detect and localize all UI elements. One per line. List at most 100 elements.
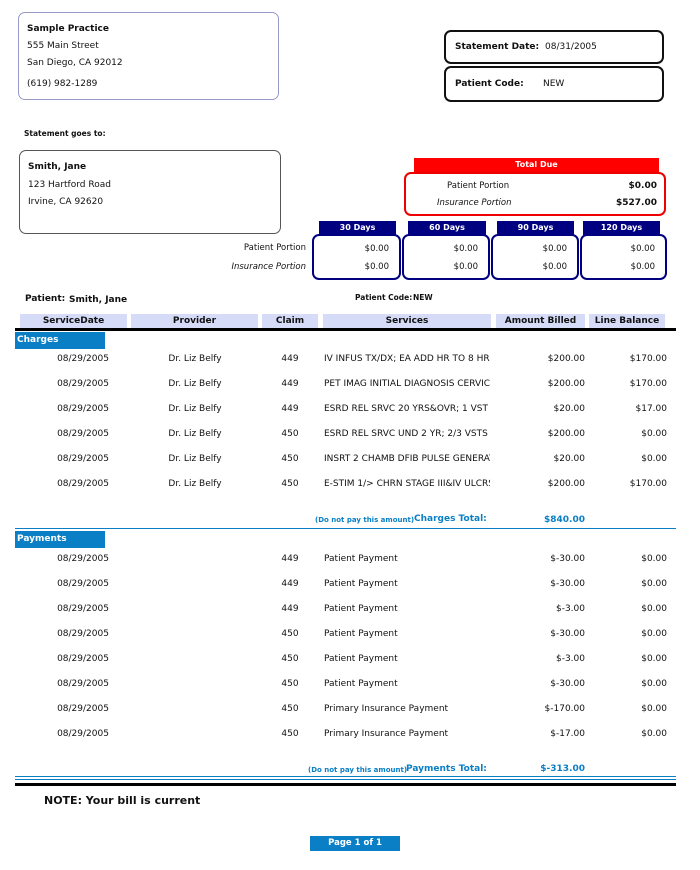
col-header-services: Services xyxy=(323,314,491,328)
charges-section-label: Charges xyxy=(15,332,105,349)
provider: Dr. Liz Belfy xyxy=(168,479,222,489)
line-balance: $170.00 xyxy=(629,479,667,489)
claim: 450 xyxy=(281,654,299,664)
col-header-amount-billed: Amount Billed xyxy=(496,314,585,328)
aging-30-insurance: $0.00 xyxy=(364,262,389,272)
line-balance: $0.00 xyxy=(641,679,667,689)
page-indicator: Page 1 of 1 xyxy=(310,836,400,851)
col-header-service-date: ServiceDate xyxy=(20,314,127,328)
claim: 450 xyxy=(281,479,299,489)
aging-insurance-label: Insurance Portion xyxy=(231,262,306,272)
service: Patient Payment xyxy=(324,679,398,689)
amount-billed: $200.00 xyxy=(547,479,585,489)
payments-section-label: Payments xyxy=(15,531,105,548)
amount-billed: $200.00 xyxy=(547,429,585,439)
table-row: 08/29/2005 Dr. Liz Belfy 449 PET IMAG INITI… xyxy=(0,379,700,393)
statement-date-label: Statement Date: xyxy=(455,42,540,52)
provider: Dr. Liz Belfy xyxy=(168,454,222,464)
provider: Dr. Liz Belfy xyxy=(168,429,222,439)
claim: 450 xyxy=(281,704,299,714)
total-insurance-amount: $527.00 xyxy=(616,198,657,208)
service-date: 08/29/2005 xyxy=(57,704,109,714)
service-date: 08/29/2005 xyxy=(57,629,109,639)
service: IV INFUS TX/DX; EA ADD HR TO 8 HR xyxy=(324,354,490,364)
line-balance: $170.00 xyxy=(629,354,667,364)
table-row: 08/29/2005 450 Patient Payment $-3.00 $0.00 xyxy=(0,654,700,668)
line-balance: $17.00 xyxy=(635,404,668,414)
amount-billed: $-3.00 xyxy=(555,654,585,664)
service: ESRD REL SRVC UND 2 YR; 2/3 VSTS M xyxy=(324,429,490,439)
service-date: 08/29/2005 xyxy=(57,729,109,739)
table-row: 08/29/2005 Dr. Liz Belfy 449 ESRD REL SRVC … xyxy=(0,404,700,418)
service: Primary Insurance Payment xyxy=(324,704,449,714)
payments-total: $-313.00 xyxy=(540,764,585,774)
service-date: 08/29/2005 xyxy=(57,479,109,489)
line-balance: $0.00 xyxy=(641,454,667,464)
amount-billed: $200.00 xyxy=(547,354,585,364)
table-row: 08/29/2005 449 Patient Payment $-30.00 $0.00 xyxy=(0,579,700,593)
amount-billed: $-3.00 xyxy=(555,604,585,614)
claim: 449 xyxy=(281,404,299,414)
line-balance: $0.00 xyxy=(641,729,667,739)
table-row: 08/29/2005 449 Patient Payment $-3.00 $0.00 xyxy=(0,604,700,618)
claim: 450 xyxy=(281,629,299,639)
practice-street: 555 Main Street xyxy=(27,41,99,51)
practice-city: San Diego, CA 92012 xyxy=(27,58,123,68)
service: Patient Payment xyxy=(324,629,398,639)
aging-patient-label: Patient Portion xyxy=(243,243,306,253)
table-row: 08/29/2005 450 Primary Insurance Payment $-… xyxy=(0,729,700,743)
claim: 450 xyxy=(281,729,299,739)
patient-name: Smith, Jane xyxy=(69,295,128,305)
aging-30-header: 30 Days xyxy=(319,221,396,235)
aging-90-insurance: $0.00 xyxy=(542,262,567,272)
col-header-line-balance: Line Balance xyxy=(589,314,665,328)
recipient-street: 123 Hartford Road xyxy=(28,179,111,190)
line-balance: $0.00 xyxy=(641,554,667,564)
service-date: 08/29/2005 xyxy=(57,404,109,414)
recipient-name: Smith, Jane xyxy=(28,162,87,172)
goes-to-label: Statement goes to: xyxy=(24,129,106,138)
amount-billed: $-30.00 xyxy=(550,554,585,564)
service-date: 08/29/2005 xyxy=(57,679,109,689)
provider: Dr. Liz Belfy xyxy=(168,354,222,364)
amount-billed: $-30.00 xyxy=(550,579,585,589)
claim: 450 xyxy=(281,454,299,464)
table-row: 08/29/2005 449 Patient Payment $-30.00 $0.00 xyxy=(0,554,700,568)
line-balance: $0.00 xyxy=(641,629,667,639)
amount-billed: $20.00 xyxy=(553,454,586,464)
statement-date-box: Statement Date: 08/31/2005 xyxy=(444,30,664,64)
claim: 450 xyxy=(281,429,299,439)
claim: 449 xyxy=(281,554,299,564)
amount-billed: $-170.00 xyxy=(544,704,585,714)
amount-billed: $200.00 xyxy=(547,379,585,389)
patient-code-line-label: Patient Code: xyxy=(355,293,413,302)
total-due-header: Total Due xyxy=(414,158,659,172)
table-row: 08/29/2005 Dr. Liz Belfy 450 E-STIM 1/> CHR… xyxy=(0,479,700,493)
claim: 449 xyxy=(281,604,299,614)
aging-60-insurance: $0.00 xyxy=(453,262,478,272)
line-balance: $0.00 xyxy=(641,604,667,614)
claim: 449 xyxy=(281,579,299,589)
table-row: 08/29/2005 Dr. Liz Belfy 450 ESRD REL SRVC … xyxy=(0,429,700,443)
charges-total: $840.00 xyxy=(544,515,585,525)
table-row: 08/29/2005 Dr. Liz Belfy 449 IV INFUS TX/DX… xyxy=(0,354,700,368)
recipient-city: Irvine, CA 92620 xyxy=(28,197,104,207)
payments-divider xyxy=(15,776,676,777)
amount-billed: $-17.00 xyxy=(550,729,585,739)
payments-note: (Do not pay this amount) xyxy=(308,766,408,774)
total-patient-amount: $0.00 xyxy=(628,181,657,191)
aging-120-header: 120 Days xyxy=(583,221,660,235)
statement-date: 08/31/2005 xyxy=(545,42,597,52)
total-due-box: Patient Portion $0.00 Insurance Portion … xyxy=(404,172,666,216)
claim: 449 xyxy=(281,354,299,364)
aging-90-patient: $0.00 xyxy=(542,244,567,254)
patient-code: NEW xyxy=(543,79,565,89)
line-balance: $170.00 xyxy=(629,379,667,389)
service: Primary Insurance Payment xyxy=(324,729,449,739)
aging-60-box: $0.00 $0.00 xyxy=(402,234,490,280)
service: Patient Payment xyxy=(324,579,398,589)
service-date: 08/29/2005 xyxy=(57,429,109,439)
aging-120-patient: $0.00 xyxy=(630,244,655,254)
patient-code-line: NEW xyxy=(413,293,433,302)
service-date: 08/29/2005 xyxy=(57,379,109,389)
